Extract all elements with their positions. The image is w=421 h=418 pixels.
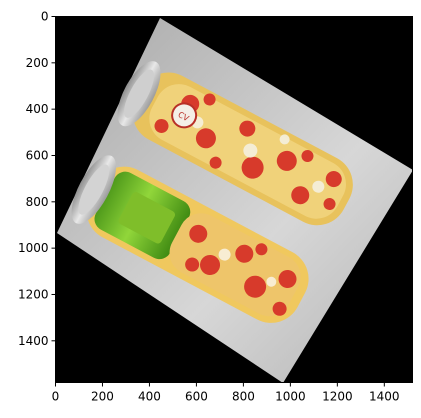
x-axis: 0 200 400 600 800 1000 1200 1400 [52, 382, 400, 404]
y-tick-label: 600 [26, 148, 49, 162]
upper-can: CV [117, 61, 353, 226]
x-tick-label: 1400 [369, 390, 400, 404]
x-tick-label: 200 [91, 390, 114, 404]
y-tick-label: 1200 [18, 287, 49, 301]
x-tick-label: 600 [185, 390, 208, 404]
y-tick-label: 1400 [18, 334, 49, 348]
lower-can [71, 155, 309, 323]
x-tick-label: 0 [52, 390, 60, 404]
x-tick-label: 1000 [275, 390, 306, 404]
y-tick-label: 400 [26, 102, 49, 116]
y-tick-label: 200 [26, 56, 49, 70]
y-tick-label: 0 [41, 10, 49, 24]
y-axis: 0 200 400 600 800 1000 1200 1400 [18, 10, 56, 348]
axes-frame [55, 16, 413, 383]
x-tick-label: 400 [138, 390, 161, 404]
x-tick-label: 1200 [322, 390, 353, 404]
y-tick-label: 1000 [18, 241, 49, 255]
y-tick-label: 800 [26, 195, 49, 209]
photo-content: CV [55, 16, 413, 383]
x-tick-label: 800 [232, 390, 255, 404]
